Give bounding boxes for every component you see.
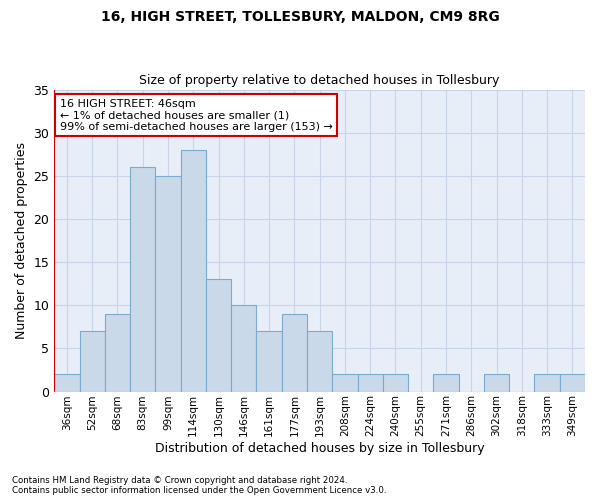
Bar [535, 374, 560, 392]
Text: Contains HM Land Registry data © Crown copyright and database right 2024.
Contai: Contains HM Land Registry data © Crown c… [12, 476, 386, 495]
Text: 16, HIGH STREET, TOLLESBURY, MALDON, CM9 8RG: 16, HIGH STREET, TOLLESBURY, MALDON, CM9… [101, 10, 499, 24]
Bar [358, 374, 383, 392]
Bar [560, 374, 585, 392]
Bar [383, 374, 408, 392]
Bar [231, 306, 256, 392]
Bar [206, 280, 231, 392]
X-axis label: Distribution of detached houses by size in Tollesbury: Distribution of detached houses by size … [155, 442, 484, 455]
Text: 16 HIGH STREET: 46sqm
← 1% of detached houses are smaller (1)
99% of semi-detach: 16 HIGH STREET: 46sqm ← 1% of detached h… [59, 98, 332, 132]
Bar [80, 331, 105, 392]
Bar [54, 374, 80, 392]
Bar [155, 176, 181, 392]
Bar [282, 314, 307, 392]
Y-axis label: Number of detached properties: Number of detached properties [15, 142, 28, 339]
Bar [307, 331, 332, 392]
Title: Size of property relative to detached houses in Tollesbury: Size of property relative to detached ho… [139, 74, 500, 87]
Bar [433, 374, 458, 392]
Bar [105, 314, 130, 392]
Bar [332, 374, 358, 392]
Bar [181, 150, 206, 392]
Bar [130, 167, 155, 392]
Bar [256, 331, 282, 392]
Bar [484, 374, 509, 392]
